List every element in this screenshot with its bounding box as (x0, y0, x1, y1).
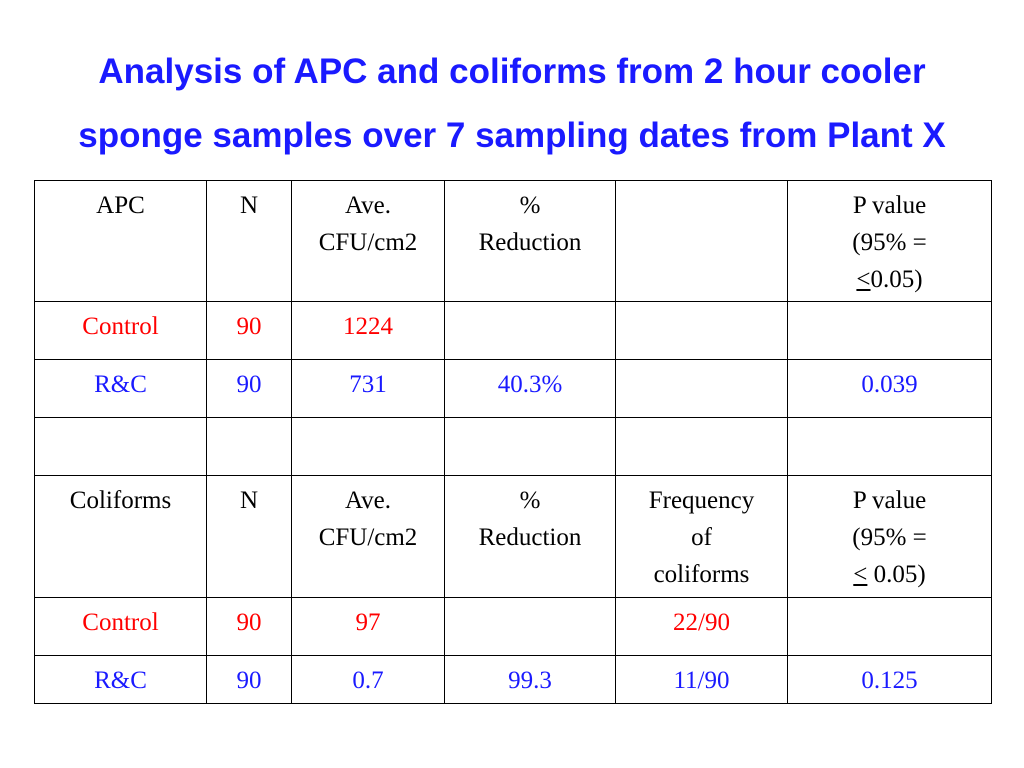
coliforms-control-label: Control (34, 597, 207, 656)
apc-header-ave: Ave. CFU/cm2 (291, 180, 445, 302)
coliforms-control-pvalue (787, 597, 992, 656)
apc-control-pvalue (787, 301, 992, 360)
coliforms-header-n: N (206, 475, 292, 598)
coliforms-rc-label: R&C (34, 655, 207, 704)
coliforms-row-rc: R&C 90 0.7 99.3 11/90 0.125 (34, 655, 992, 704)
coliforms-rc-n: 90 (206, 655, 292, 704)
coliforms-header-ave: Ave. CFU/cm2 (291, 475, 445, 598)
title-line-1: Analysis of APC and coliforms from 2 hou… (98, 52, 926, 91)
apc-rc-label: R&C (34, 359, 207, 418)
empty-cell (34, 417, 207, 476)
coliforms-header-frequency: Frequency of coliforms (615, 475, 788, 598)
apc-rc-frequency (615, 359, 788, 418)
apc-rc-ave: 731 (291, 359, 445, 418)
apc-header-label: APC (34, 180, 207, 302)
empty-cell (787, 417, 992, 476)
coliforms-header-row: Coliforms N Ave. CFU/cm2 % Reduction Frequ… (34, 475, 992, 598)
apc-row-rc: R&C 90 731 40.3% 0.039 (34, 359, 992, 418)
apc-header-n: N (206, 180, 292, 302)
coliforms-header-label: Coliforms (34, 475, 207, 598)
coliforms-control-reduction (444, 597, 616, 656)
apc-rc-pvalue: 0.039 (787, 359, 992, 418)
apc-header-row: APC N Ave. CFU/cm2 % Reduction P value (95… (34, 180, 992, 302)
apc-control-n: 90 (206, 301, 292, 360)
coliforms-rc-frequency: 11/90 (615, 655, 788, 704)
title-line-2: sponge samples over 7 sampling dates fro… (78, 116, 946, 155)
apc-header-pvalue: P value (95% = <0.05) (787, 180, 992, 302)
empty-cell (291, 417, 445, 476)
apc-header-frequency (615, 180, 788, 302)
empty-cell (615, 417, 788, 476)
apc-row-control: Control 90 1224 (34, 301, 992, 360)
coliforms-control-ave: 97 (291, 597, 445, 656)
apc-control-frequency (615, 301, 788, 360)
apc-rc-n: 90 (206, 359, 292, 418)
coliforms-rc-reduction: 99.3 (444, 655, 616, 704)
apc-header-reduction: % Reduction (444, 180, 616, 302)
empty-cell (444, 417, 616, 476)
coliforms-row-control: Control 90 97 22/90 (34, 597, 992, 656)
slide-title: Analysis of APC and coliforms from 2 hou… (0, 40, 1024, 168)
coliforms-header-pvalue: P value (95% = < 0.05) (787, 475, 992, 598)
apc-control-ave: 1224 (291, 301, 445, 360)
apc-control-reduction (444, 301, 616, 360)
coliforms-control-frequency: 22/90 (615, 597, 788, 656)
coliforms-header-reduction: % Reduction (444, 475, 616, 598)
apc-rc-reduction: 40.3% (444, 359, 616, 418)
empty-separator-row (34, 417, 992, 476)
empty-cell (206, 417, 292, 476)
apc-control-label: Control (34, 301, 207, 360)
coliforms-rc-ave: 0.7 (291, 655, 445, 704)
coliforms-rc-pvalue: 0.125 (787, 655, 992, 704)
results-table: APC N Ave. CFU/cm2 % Reduction P value (95… (34, 180, 992, 704)
coliforms-control-n: 90 (206, 597, 292, 656)
